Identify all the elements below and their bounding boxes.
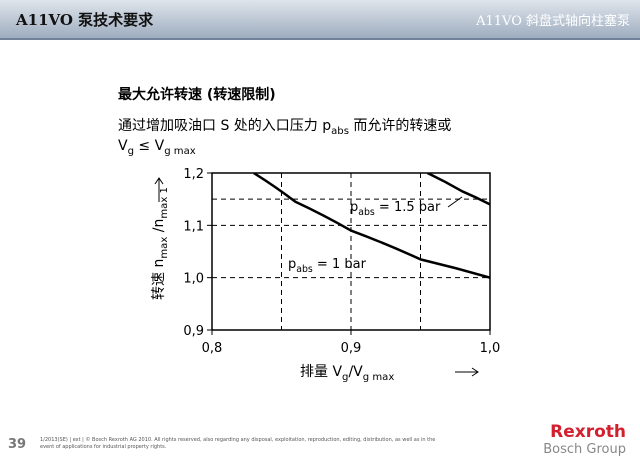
text-part: p <box>288 257 296 272</box>
text-part: = 1 bar <box>313 257 367 272</box>
text-part: 而允许的转速或 <box>349 118 451 134</box>
text-part: p <box>350 200 358 215</box>
series-label: pabs = 1.5 bar <box>350 200 441 218</box>
footer-note: event of applications for industrial pro… <box>40 444 167 450</box>
subscript: max 1 <box>159 187 170 219</box>
heading: 最大允许转速 (转速限制) <box>118 86 276 103</box>
y-tick-label: 1,0 <box>183 272 204 287</box>
y-tick-label: 1,2 <box>183 167 204 182</box>
description: 通过增加吸油口 S 处的入口压力 pabs 而允许的转速或 <box>118 118 451 137</box>
subscript: max <box>159 237 170 259</box>
header-bar <box>0 0 640 38</box>
text-part: ≤ V <box>134 138 165 154</box>
y-axis-label: 转速 nmax /nmax 1 <box>151 187 170 300</box>
text-part: 通过增加吸油口 S 处的入口压力 p <box>118 118 331 134</box>
text-part: V <box>118 138 128 154</box>
line-series <box>253 173 490 279</box>
axis-arrow <box>455 367 479 377</box>
brand-group: Bosch Group <box>543 442 626 457</box>
header-right: A11VO 斜盘式轴向柱塞泵 <box>475 13 630 29</box>
y-tick-label: 0,9 <box>183 324 204 339</box>
subscript: abs <box>331 126 349 137</box>
subscript: g <box>128 146 134 157</box>
footer-note: 1/2013(SE) | ext | © Bosch Rexroth AG 20… <box>40 436 435 443</box>
subscript: abs <box>358 207 375 218</box>
x-tick-label: 0,9 <box>341 341 362 356</box>
subscript: g max <box>363 372 395 383</box>
axis-arrow <box>154 177 164 202</box>
y-tick-label: 1,1 <box>183 219 204 234</box>
subscript: g max <box>164 146 196 157</box>
subscript: abs <box>296 264 313 275</box>
leader <box>447 196 463 208</box>
x-axis-label: 排量 Vg/Vg max <box>300 364 394 383</box>
page-number: 39 <box>8 437 26 452</box>
series-label: pabs = 1 bar <box>288 257 367 275</box>
text-part: /n <box>151 219 167 237</box>
plot-frame <box>211 172 491 331</box>
header-rule <box>0 38 640 40</box>
subscript: g <box>342 372 348 383</box>
text-part: = 1.5 bar <box>375 200 441 215</box>
footer <box>0 418 640 463</box>
text-part: /V <box>348 364 363 380</box>
brand: Rexroth <box>550 422 626 442</box>
x-tick-label: 1,0 <box>480 341 501 356</box>
description: Vg ≤ Vg max <box>118 138 196 157</box>
header-left: A11VO 泵技术要求 <box>15 11 154 29</box>
text-part: 排量 V <box>300 364 342 380</box>
line-series <box>426 173 490 206</box>
text-part: 转速 n <box>151 259 167 300</box>
x-tick-label: 0,8 <box>202 341 223 356</box>
